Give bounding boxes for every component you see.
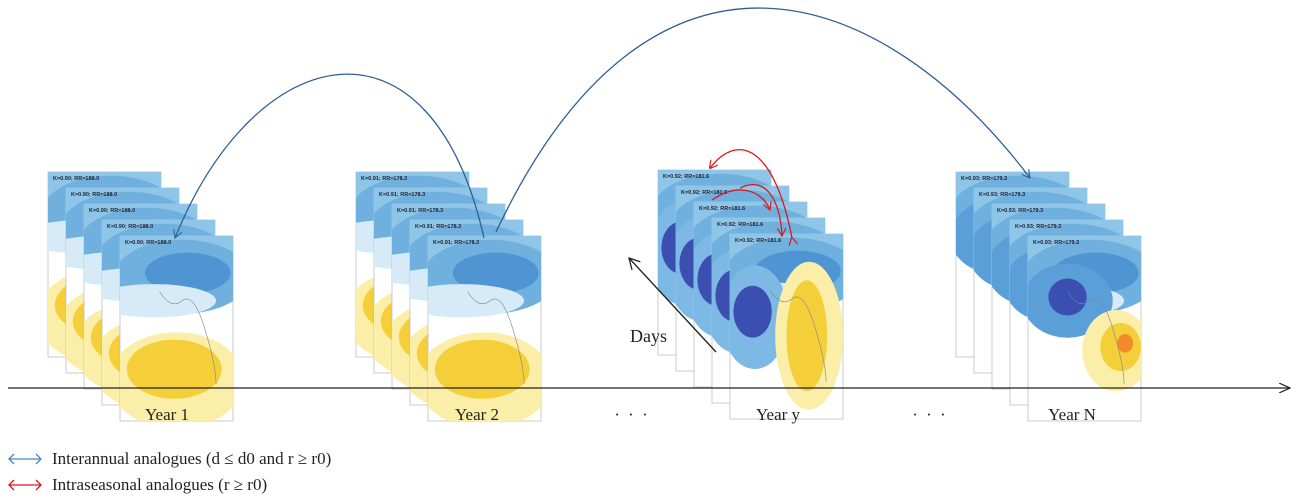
frame-label: K=0.90; RR=188.0 xyxy=(71,192,117,198)
year-n-label: Year N xyxy=(1048,405,1096,424)
frame-label: K=0.92; RR=181.6 xyxy=(699,206,745,212)
map-frame: K=0.91; RR=178.3 xyxy=(427,235,542,422)
frame-label: K=0.90; RR=188.0 xyxy=(53,176,99,182)
legend-interannual: Interannual analogues (d ≤ d0 and r ≥ r0… xyxy=(8,449,331,469)
frame-label: K=0.91; RR=178.3 xyxy=(397,208,443,214)
frame-label: K=0.92; RR=181.6 xyxy=(663,174,709,180)
legend-intraseasonal: Intraseasonal analogues (r ≥ r0) xyxy=(8,475,267,495)
intraseasonal-arc-2 xyxy=(711,189,770,210)
map-stacks: K=0.90; RR=188.0 K=0.90; RR=188.0 K=0.90; … xyxy=(47,169,1142,422)
interannual-arc-year2-yearN xyxy=(495,7,1030,233)
frame-label: K=0.90; RR=188.0 xyxy=(89,208,135,214)
frame-label: K=0.93; RR=179.3 xyxy=(1033,240,1079,246)
frame-label: K=0.93; RR=179.3 xyxy=(979,192,1025,198)
map-frame: K=0.90; RR=188.0 xyxy=(119,235,234,422)
interannual-arc-year1-year2 xyxy=(175,73,485,238)
frame-label: K=0.93; RR=179.3 xyxy=(961,176,1007,182)
ellipsis-1: · · · xyxy=(614,405,650,424)
frame-label: K=0.90; RR=188.0 xyxy=(107,224,153,230)
legend-interannual-text: Interannual analogues (d ≤ d0 and r ≥ r0… xyxy=(52,449,332,468)
frame-label: K=0.90; RR=188.0 xyxy=(125,240,171,246)
double-arrow-blue-icon xyxy=(8,453,42,465)
frame-label: K=0.92; RR=181.6 xyxy=(717,222,763,228)
frame-label: K=0.91; RR=178.3 xyxy=(415,224,461,230)
frame-label: K=0.93; RR=179.3 xyxy=(1015,224,1061,230)
frame-label: K=0.91; RR=178.3 xyxy=(433,240,479,246)
intraseasonal-arc-3 xyxy=(739,184,782,236)
days-arrow xyxy=(629,258,717,353)
frame-label: K=0.92; RR=181.6 xyxy=(735,238,781,244)
ellipsis-2: · · · xyxy=(912,405,948,424)
year-y-label: Year y xyxy=(756,405,800,425)
map-frame: K=0.93; RR=179.3 xyxy=(1027,235,1142,422)
year-2-label: Year 2 xyxy=(454,405,500,424)
year-y-text: Year y xyxy=(755,405,801,424)
intraseasonal-arc-1 xyxy=(710,149,792,238)
double-arrow-red-icon xyxy=(8,479,42,491)
days-label: Days xyxy=(630,326,667,346)
frame-label: K=0.93; RR=179.3 xyxy=(997,208,1043,214)
year-1-label: Year 1 xyxy=(144,405,190,424)
frame-label: K=0.91; RR=178.3 xyxy=(361,176,407,182)
frame-label: K=0.91; RR=178.3 xyxy=(379,192,425,198)
legend-intraseasonal-text: Intraseasonal analogues (r ≥ r0) xyxy=(52,475,268,494)
frame-label: K=0.92; RR=181.6 xyxy=(681,190,727,196)
